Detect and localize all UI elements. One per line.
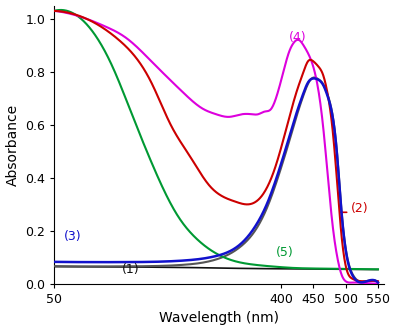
Text: (4): (4) bbox=[289, 31, 307, 44]
Text: (5): (5) bbox=[276, 246, 293, 259]
Y-axis label: Absorbance: Absorbance bbox=[6, 104, 19, 186]
Text: (2): (2) bbox=[351, 202, 368, 215]
X-axis label: Wavelength (nm): Wavelength (nm) bbox=[159, 311, 279, 325]
Text: (1): (1) bbox=[122, 263, 140, 276]
Text: (3): (3) bbox=[64, 230, 82, 243]
